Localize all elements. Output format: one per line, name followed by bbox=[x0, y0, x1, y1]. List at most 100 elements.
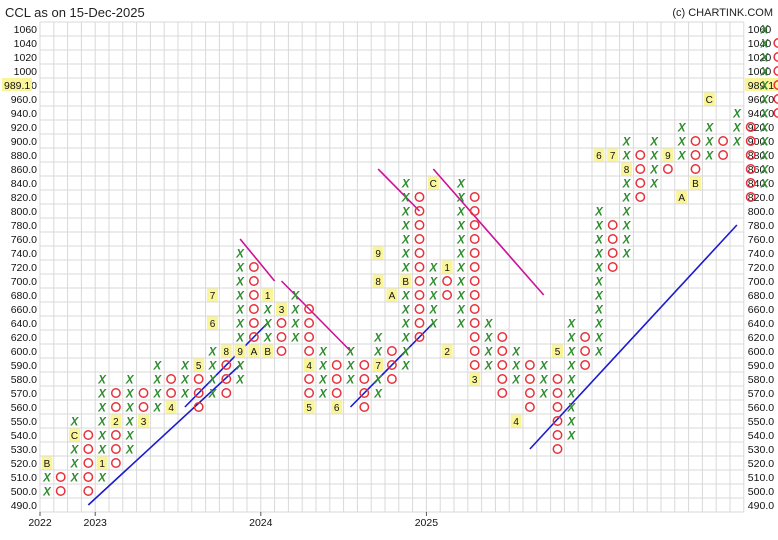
x-mark: X bbox=[235, 333, 245, 345]
o-mark bbox=[607, 248, 618, 258]
o-mark bbox=[635, 192, 646, 202]
o-mark bbox=[359, 402, 370, 412]
x-mark: X bbox=[318, 375, 328, 387]
o-mark bbox=[248, 332, 259, 342]
x-mark: X bbox=[594, 263, 604, 275]
month-label: 4 bbox=[306, 361, 312, 372]
x-mark: X bbox=[456, 193, 466, 205]
x-mark: X bbox=[566, 431, 576, 443]
x-mark: X bbox=[539, 361, 549, 373]
year-label: 2022 bbox=[28, 517, 52, 529]
x-mark: X bbox=[760, 179, 770, 191]
month-label-box bbox=[207, 316, 218, 330]
month-label-box bbox=[662, 148, 674, 162]
x-mark: X bbox=[97, 375, 107, 387]
x-mark: X bbox=[649, 137, 659, 149]
price-tick-left: 510.0 bbox=[11, 472, 37, 484]
x-mark: X bbox=[180, 389, 190, 401]
x-mark: X bbox=[235, 277, 245, 289]
price-tick-left: 1040 bbox=[14, 38, 38, 50]
x-mark: X bbox=[484, 347, 494, 359]
month-label-box bbox=[676, 190, 688, 204]
x-mark: X bbox=[760, 39, 770, 51]
price-tick-left: 600.0 bbox=[11, 346, 37, 358]
x-mark: X bbox=[622, 235, 632, 247]
month-label: C bbox=[71, 431, 78, 442]
x-mark: X bbox=[401, 291, 411, 303]
month-label-box bbox=[193, 358, 205, 372]
month-label-box bbox=[248, 344, 260, 358]
price-tick-right: 570.0 bbox=[748, 388, 774, 400]
x-mark: X bbox=[760, 95, 770, 107]
month-label: 9 bbox=[375, 249, 381, 260]
month-label-box bbox=[220, 344, 232, 358]
o-mark bbox=[248, 262, 259, 272]
price-tick-left: 800.0 bbox=[11, 206, 37, 218]
price-tick-left: 640.0 bbox=[11, 318, 37, 330]
x-mark: X bbox=[180, 375, 190, 387]
uptrend-line bbox=[184, 322, 269, 408]
x-mark: X bbox=[594, 333, 604, 345]
month-label-box bbox=[372, 274, 384, 288]
price-tick-left: 550.0 bbox=[11, 416, 37, 428]
month-label: B bbox=[692, 179, 699, 190]
x-mark: X bbox=[125, 445, 135, 457]
x-mark: X bbox=[732, 123, 742, 135]
x-mark: X bbox=[484, 361, 494, 373]
x-mark: X bbox=[622, 193, 632, 205]
x-mark: X bbox=[346, 347, 356, 359]
month-label: 9 bbox=[237, 347, 243, 358]
x-mark: X bbox=[622, 221, 632, 233]
o-mark bbox=[304, 374, 315, 384]
x-mark: X bbox=[760, 25, 770, 37]
o-mark bbox=[304, 332, 315, 342]
month-label: 6 bbox=[334, 403, 340, 414]
x-mark: X bbox=[704, 137, 714, 149]
x-mark: X bbox=[594, 207, 604, 219]
x-mark: X bbox=[97, 403, 107, 415]
price-tick-left: 820.0 bbox=[11, 192, 37, 204]
x-mark: X bbox=[456, 249, 466, 261]
month-label-box bbox=[469, 372, 481, 386]
x-mark: X bbox=[511, 361, 521, 373]
x-mark: X bbox=[539, 389, 549, 401]
o-mark bbox=[662, 164, 673, 174]
x-mark: X bbox=[97, 473, 107, 485]
month-label-box bbox=[621, 162, 632, 176]
x-mark: X bbox=[263, 305, 273, 317]
x-mark: X bbox=[235, 291, 245, 303]
x-mark: X bbox=[125, 431, 135, 443]
price-tick-left: 940.0 bbox=[11, 108, 37, 120]
month-label-box bbox=[427, 176, 439, 190]
o-mark bbox=[359, 374, 370, 384]
x-mark: X bbox=[566, 361, 576, 373]
o-mark bbox=[83, 458, 94, 468]
price-tick-left: 520.0 bbox=[11, 458, 37, 470]
o-mark bbox=[83, 486, 94, 496]
o-mark bbox=[276, 318, 287, 328]
x-mark: X bbox=[594, 305, 604, 317]
x-mark: X bbox=[622, 151, 632, 163]
o-mark bbox=[580, 346, 591, 356]
month-label: 4 bbox=[513, 417, 519, 428]
month-label: 3 bbox=[279, 305, 285, 316]
o-mark bbox=[607, 220, 618, 230]
x-mark: X bbox=[566, 319, 576, 331]
downtrend-line bbox=[377, 168, 421, 212]
x-mark: X bbox=[456, 207, 466, 219]
month-label: 3 bbox=[141, 417, 147, 428]
month-label-box bbox=[96, 456, 108, 470]
price-tick-left: 760.0 bbox=[11, 234, 37, 246]
price-tick-right: 680.0 bbox=[748, 290, 774, 302]
o-mark bbox=[248, 290, 259, 300]
current-price-tag-right bbox=[744, 78, 778, 91]
o-mark bbox=[580, 360, 591, 370]
x-mark: X bbox=[290, 333, 300, 345]
x-mark: X bbox=[401, 193, 411, 205]
month-label-box bbox=[593, 148, 605, 162]
x-mark: X bbox=[208, 361, 218, 373]
o-mark bbox=[304, 304, 315, 314]
price-tick-left: 680.0 bbox=[11, 290, 37, 302]
price-tick-right: 700.0 bbox=[748, 276, 774, 288]
month-label: 8 bbox=[375, 277, 381, 288]
